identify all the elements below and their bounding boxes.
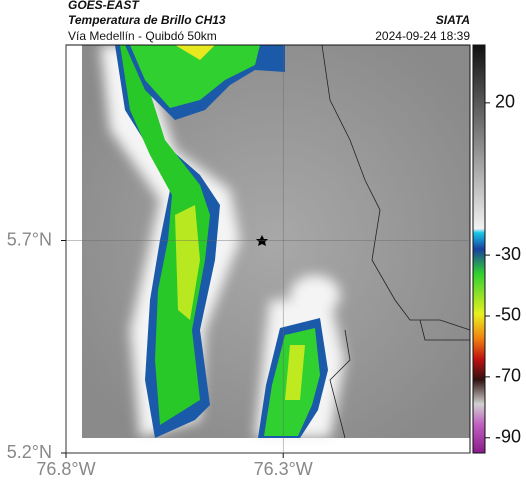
datetime: 2024-09-24 18:39 [375, 29, 470, 43]
x-tick-label: 76.8°W [36, 459, 95, 479]
subtitle: Vía Medellín - Quibdó 50km [68, 29, 217, 43]
y-tick-label: 5.7°N [7, 229, 52, 249]
source: GOES-EAST [68, 0, 140, 12]
satellite-image [82, 44, 471, 439]
brand: SIATA [436, 13, 470, 27]
colorbar-tick-label: 20 [495, 92, 515, 112]
title: Temperatura de Brillo CH13 [68, 13, 226, 27]
colorbar [472, 44, 486, 454]
colorbar-tick-label: -90 [495, 427, 521, 447]
y-tick-label: 5.2°N [7, 442, 52, 462]
colorbar-tick-label: -70 [495, 366, 521, 386]
colorbar-tick-label: -30 [495, 244, 521, 264]
x-tick-label: 76.3°W [254, 459, 313, 479]
colorbar-tick-label: -50 [495, 305, 521, 325]
